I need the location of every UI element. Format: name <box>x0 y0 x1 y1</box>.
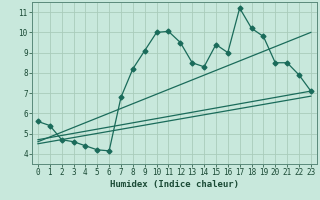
X-axis label: Humidex (Indice chaleur): Humidex (Indice chaleur) <box>110 180 239 189</box>
